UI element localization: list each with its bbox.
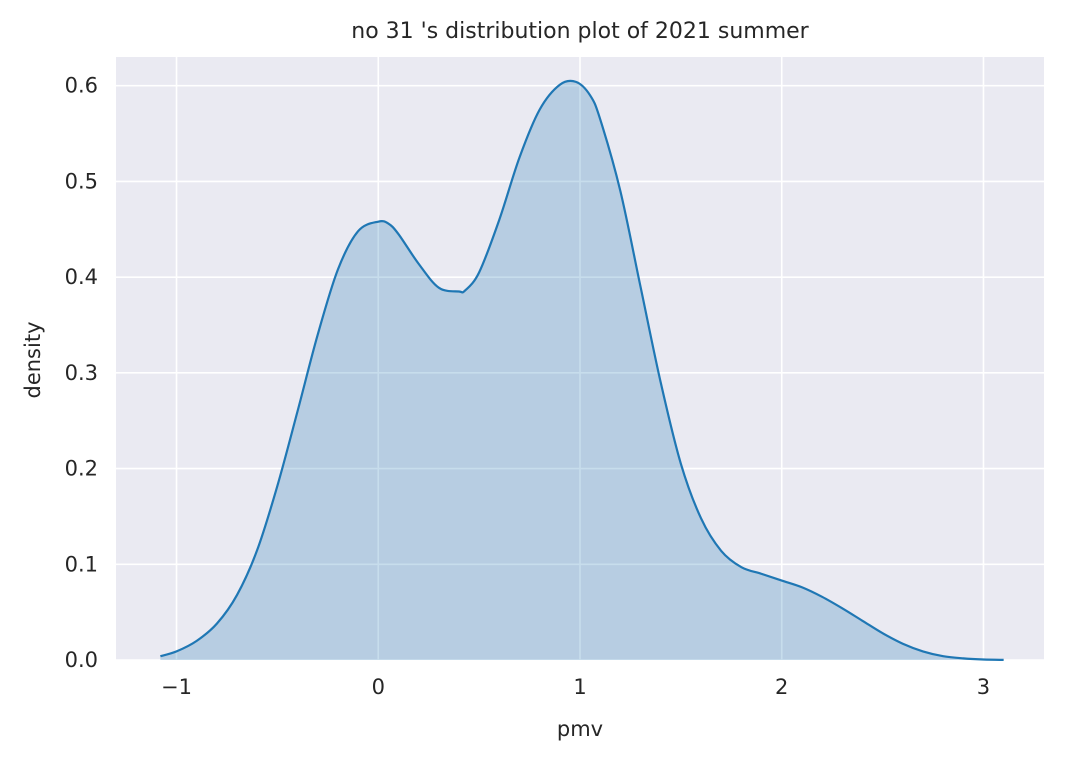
- series-layer: [160, 79, 1004, 661]
- x-tick-label: 3: [977, 675, 990, 699]
- x-axis-label: pmv: [557, 717, 603, 741]
- density-curve: [160, 79, 1004, 661]
- y-axis-label: density: [21, 322, 45, 399]
- chart-title: no 31 's distribution plot of 2021 summe…: [351, 19, 809, 44]
- y-tick-label: 0.0: [65, 648, 98, 672]
- y-tick-label: 0.2: [65, 457, 98, 481]
- tick-labels: −1 0 1 2 3 0.0 0.1 0.2 0.3 0.4 0.5 0.6: [65, 74, 991, 699]
- x-tick-label: −1: [161, 675, 192, 699]
- x-tick-label: 1: [573, 675, 586, 699]
- y-tick-label: 0.1: [65, 552, 98, 576]
- y-tick-label: 0.5: [65, 169, 98, 193]
- grid-lines: [116, 57, 1044, 661]
- x-tick-label: 2: [775, 675, 788, 699]
- y-tick-label: 0.4: [65, 265, 98, 289]
- y-tick-label: 0.3: [65, 361, 98, 385]
- density-area: [160, 80, 1004, 661]
- y-tick-label: 0.6: [65, 74, 98, 98]
- x-tick-label: 0: [372, 675, 385, 699]
